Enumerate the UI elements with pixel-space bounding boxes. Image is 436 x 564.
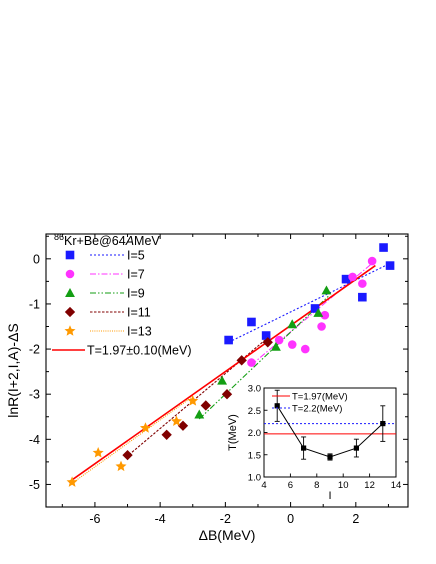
inset-x-tick-label: 6 [288, 480, 293, 491]
y-tick-label: -4 [29, 433, 40, 447]
legend-marker-I=9 [65, 288, 75, 297]
data-point-I=13 [187, 395, 199, 406]
inset-data-point [353, 445, 359, 451]
data-point-I=13 [170, 415, 182, 426]
data-point-I=5 [261, 331, 271, 340]
data-point-I=11 [236, 355, 247, 366]
inset-legend-label: T=2.2(MeV) [292, 404, 342, 415]
legend-label: I=11 [127, 306, 151, 320]
inset-y-tick-label: 3.0 [248, 384, 261, 395]
legend-marker-I=11 [64, 306, 76, 318]
y-tick-label: -1 [29, 297, 40, 311]
data-point-I=7 [247, 358, 256, 367]
data-point-I=7 [274, 335, 284, 345]
data-point-I=11 [200, 400, 211, 411]
data-point-I=7 [348, 272, 357, 282]
data-point-I=5 [310, 304, 320, 313]
data-point-I=11 [122, 449, 133, 461]
inset-x-axis-title: I [328, 490, 331, 502]
data-point-I=11 [221, 389, 233, 400]
fit-line-I=11 [125, 337, 269, 458]
data-point-I=11 [177, 420, 189, 431]
legend-marker-I=13 [64, 325, 76, 336]
inset-y-tick-label: 2.5 [248, 406, 261, 417]
inset-x-tick-label: 4 [261, 480, 266, 491]
inset-legend-label: T=1.97(MeV) [292, 392, 348, 403]
data-point-I=9 [287, 319, 298, 329]
y-tick-label: -5 [29, 478, 40, 492]
legend-header-unit: MeV [134, 234, 160, 248]
legend-marker-I=7 [65, 269, 75, 279]
data-point-I=7 [300, 344, 310, 354]
data-point-I=13 [92, 447, 104, 458]
legend-header-italic: A [125, 234, 134, 248]
data-point-I=5 [247, 317, 256, 327]
inset-x-tick-label: 10 [338, 480, 349, 491]
data-point-I=9 [217, 375, 228, 385]
data-point-I=5 [379, 243, 388, 252]
x-tick-label: -6 [89, 512, 100, 526]
data-point-I=5 [224, 335, 233, 345]
inset-data-point [301, 445, 307, 451]
legend-label: I=9 [127, 287, 145, 301]
data-point-I=7 [320, 310, 330, 320]
inset-y-tick-label: 1.5 [248, 450, 261, 461]
legend-label: I=13 [127, 325, 152, 339]
legend-label-global-fit: T=1.97±0.10(MeV) [87, 344, 191, 358]
legend-label: I=5 [127, 249, 145, 263]
data-point-I=13 [115, 460, 127, 472]
x-tick-label: 0 [287, 512, 294, 526]
data-point-I=13 [66, 476, 78, 487]
data-point-I=9 [194, 409, 205, 419]
plot-frame [45, 233, 409, 508]
fit-line-I=13 [70, 395, 194, 485]
data-point-I=11 [262, 337, 273, 348]
inset-y-tick-label: 2.0 [248, 428, 261, 439]
y-axis-title: lnR(I+2,I,A)-ΔS [5, 323, 21, 418]
x-tick-label: 2 [352, 512, 359, 526]
data-point-I=7 [287, 340, 297, 349]
main-plot: -6 -4 -2 0 2 -5 -4 -3 -2 -1 0 ΔB(MeV) lnR(I+2,I,A)-Δ… [5, 232, 409, 543]
data-point-I=9 [270, 341, 281, 351]
data-point-I=9 [321, 285, 332, 295]
data-point-I=11 [161, 429, 172, 440]
y-tick-label: -3 [29, 388, 40, 402]
inset-x-tick-label: 8 [314, 480, 319, 491]
legend-label: I=7 [127, 268, 145, 282]
data-point-I=5 [358, 292, 367, 302]
inset-data-point [274, 403, 280, 409]
legend-header: 86Kr+Be@64AMeV [54, 232, 160, 248]
inset-y-tick-label: 1.0 [248, 473, 261, 484]
fit-line-I=9 [198, 294, 331, 420]
y-tick-label: 0 [33, 252, 40, 266]
x-tick-label: -4 [155, 512, 166, 526]
data-point-I=5 [341, 274, 351, 284]
data-point-I=9 [313, 308, 324, 317]
fit-line-I=5 [228, 262, 391, 343]
data-point-I=7 [317, 322, 326, 331]
data-point-I=13 [139, 422, 151, 433]
inset-x-tick-label: 12 [364, 480, 375, 491]
x-axis-title: ΔB(MeV) [199, 527, 256, 543]
data-point-I=7 [358, 279, 367, 288]
inset-y-axis-title: T(MeV) [227, 414, 239, 451]
inset-data-point [380, 421, 386, 427]
x-tick-label: -2 [220, 512, 231, 526]
legend-header-text: Kr+Be@64 [64, 234, 126, 248]
global-fit-line [68, 264, 376, 483]
data-point-I=7 [367, 256, 377, 266]
inset-data-point [327, 454, 333, 460]
legend-header-superscript: 86 [54, 232, 64, 242]
inset-x-tick-label: 14 [391, 480, 402, 491]
y-tick-label: -2 [29, 343, 40, 357]
inset-plot: 4 6 8 10 12 14 1.0 1.5 2.0 2.5 3.0 I T(MeV) T=1.97(Me… [227, 384, 401, 503]
legend-marker-I=5 [65, 250, 75, 260]
data-point-I=5 [385, 261, 395, 270]
